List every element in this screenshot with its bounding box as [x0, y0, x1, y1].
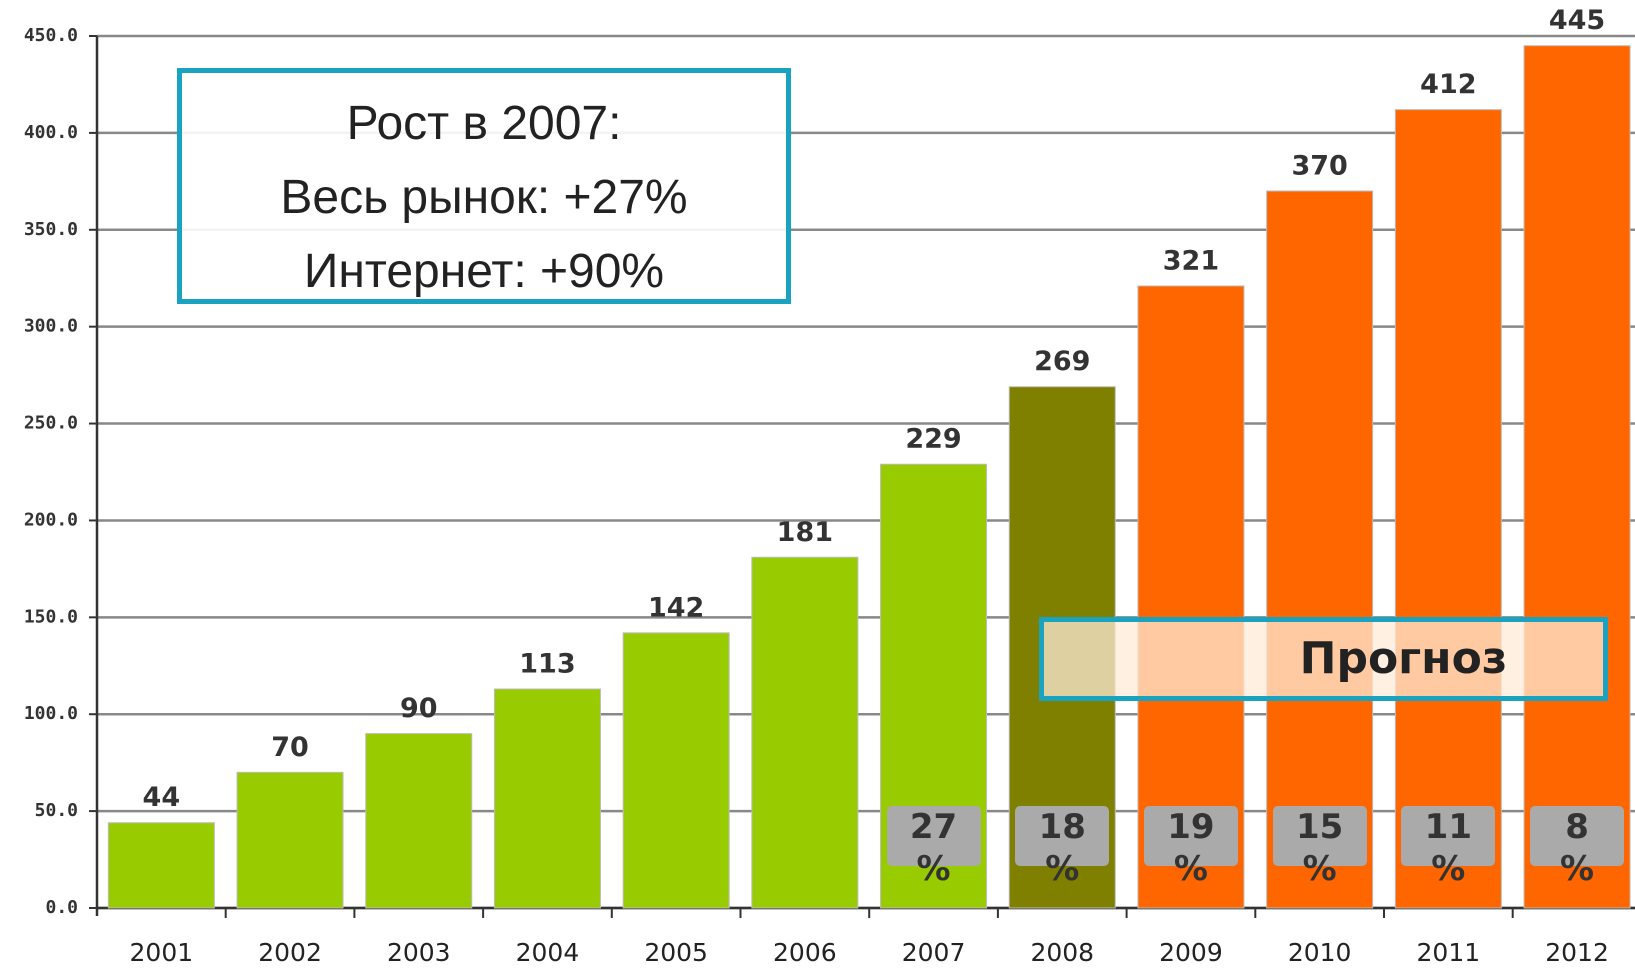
x-tick-label: 2003: [387, 938, 451, 967]
y-tick-label: 350.0: [24, 219, 78, 240]
y-tick-label: 50.0: [35, 800, 78, 821]
value-label: 113: [519, 649, 575, 680]
value-label: 445: [1549, 5, 1605, 36]
bar: [1137, 285, 1245, 909]
annotation-line: Весь рынок: +27%: [280, 171, 688, 224]
y-tick-label: 0.0: [45, 897, 78, 918]
x-tick-label: 2007: [902, 938, 966, 967]
x-tick-label: 2004: [516, 938, 580, 967]
annotation-line: Рост в 2007:: [346, 97, 622, 150]
bar: [365, 733, 473, 909]
bar: [107, 822, 215, 909]
growth-label: 27 %: [886, 806, 981, 889]
x-tick-label: 2009: [1159, 938, 1223, 967]
bar: [493, 688, 601, 909]
annotation-box: Рост в 2007: Весь рынок: +27% Интернет: +9…: [177, 68, 791, 304]
value-label: 269: [1034, 346, 1090, 377]
forecast-box: Прогноз: [1039, 617, 1608, 701]
bar: [236, 771, 344, 909]
annotation-line: Интернет: +90%: [303, 245, 665, 298]
y-tick-label: 200.0: [24, 509, 78, 530]
growth-label: 18 %: [1015, 806, 1110, 889]
x-tick-label: 2012: [1545, 938, 1609, 967]
y-tick-label: 450.0: [24, 25, 78, 46]
bar: [1523, 45, 1631, 909]
value-label: 321: [1163, 245, 1219, 276]
bar: [1394, 109, 1502, 909]
y-tick-label: 100.0: [24, 703, 78, 724]
x-tick-label: 2010: [1288, 938, 1352, 967]
y-tick-label: 150.0: [24, 606, 78, 627]
y-tick-label: 250.0: [24, 413, 78, 434]
x-tick-label: 2006: [773, 938, 837, 967]
value-label: 142: [648, 592, 704, 623]
growth-label: 19 %: [1143, 806, 1238, 889]
x-tick-label: 2008: [1030, 938, 1094, 967]
bar: [751, 556, 859, 909]
value-label: 412: [1420, 69, 1476, 100]
value-label: 370: [1291, 151, 1347, 182]
value-label: 181: [777, 517, 833, 548]
growth-label: 8 %: [1530, 806, 1625, 889]
y-tick-label: 300.0: [24, 316, 78, 337]
x-tick-label: 2011: [1417, 938, 1481, 967]
value-label: 44: [143, 782, 181, 813]
x-tick-label: 2005: [644, 938, 708, 967]
x-tick-label: 2001: [130, 938, 194, 967]
bar: [1266, 190, 1374, 909]
value-label: 229: [905, 424, 961, 455]
y-tick-label: 400.0: [24, 122, 78, 143]
x-tick-label: 2002: [258, 938, 322, 967]
value-label: 90: [400, 693, 438, 724]
value-label: 70: [271, 732, 309, 763]
growth-label: 15 %: [1272, 806, 1367, 889]
growth-label: 11 %: [1401, 806, 1496, 889]
bar: [622, 632, 730, 909]
